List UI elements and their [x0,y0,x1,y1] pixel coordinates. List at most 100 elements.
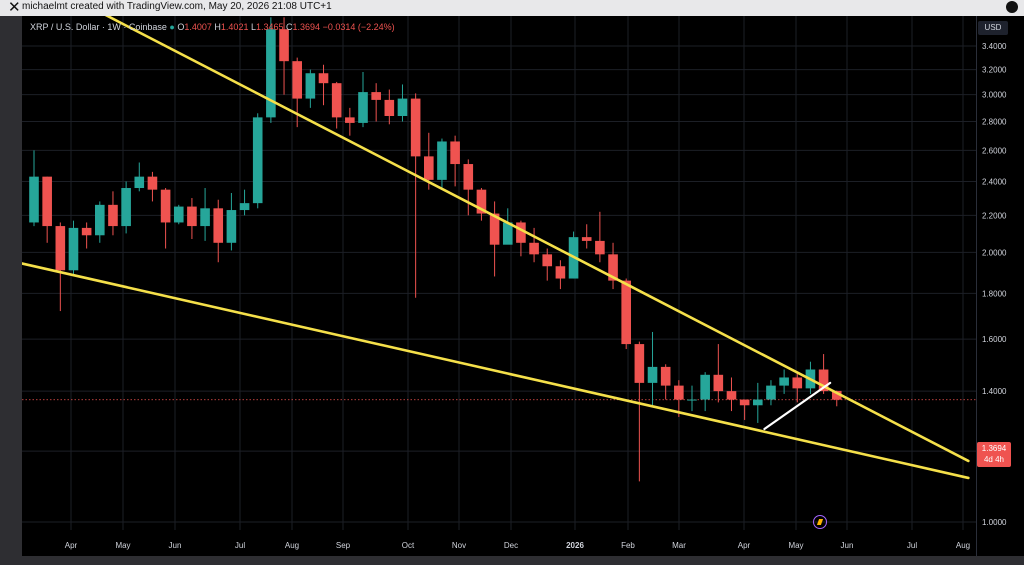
candle-body [121,188,131,227]
x-tick-label: Jun [169,541,182,550]
candle-body [476,189,487,214]
low-value: 1.3465 [255,22,284,32]
candle-body [266,29,276,118]
open-label: O [177,22,185,32]
candle-body [252,117,263,204]
tradingview-credit: michaelmt created with TradingView.com, … [22,1,332,12]
x-tick-label: 2026 [566,541,584,550]
y-tick-label: 2.2000 [982,211,1007,220]
candle-body [437,141,447,180]
candle-body [424,156,434,180]
candle-body [384,99,395,117]
candle-body [134,176,145,189]
candle-body [173,206,184,223]
x-tick-label: May [788,541,803,550]
candle-body [160,189,171,223]
candle-body [292,61,302,99]
chart-pane[interactable] [22,16,976,556]
x-tick-label: May [115,541,130,550]
candle-body [555,266,566,279]
trendline-white [763,381,832,431]
candle-body [410,98,421,157]
y-tick-label: 2.4000 [982,177,1007,186]
y-tick-label: 2.0000 [982,248,1007,257]
trendline-upper [104,16,970,463]
candle-body [502,222,513,245]
candle-body [634,344,645,383]
x-tick-label: Feb [621,541,635,550]
close-value: 1.3694 [292,22,321,32]
open-value: 1.4007 [184,22,212,32]
high-label: H [214,22,221,32]
candle-body [621,280,631,345]
candle-body [542,254,553,267]
x-tick-label: Aug [285,541,299,550]
candle-body [450,141,460,165]
tradingview-logo-icon[interactable] [813,515,827,529]
candle-body [397,98,408,117]
y-tick-label: 2.8000 [982,118,1007,127]
candle-body [279,29,289,62]
y-tick-label: 1.8000 [982,289,1007,298]
candle-body [595,240,605,255]
ohlc-legend: XRP / U.S. Dollar · 1W · Coinbase ● O1.4… [30,22,395,32]
candle-body [529,242,539,255]
x-tick-label: Mar [672,541,686,550]
x-tick-label: Dec [504,541,518,550]
candle-body [581,237,592,241]
x-tick-label: Sep [336,541,351,550]
candle-body [331,83,342,118]
y-tick-label: 1.6000 [982,335,1007,344]
candle-body [647,366,658,383]
candle-body [608,254,618,281]
candle-body [29,176,39,223]
y-tick-label: 3.4000 [982,42,1007,51]
candle-body [463,164,474,190]
candle-body [700,374,710,400]
candle-body [792,377,803,389]
candle-body [318,73,329,84]
candle-body [147,176,158,190]
x-tick-label: Jun [841,541,854,550]
close-label: C [286,22,293,32]
x-tick-label: Nov [452,541,466,550]
candle-body [713,374,724,392]
x-tick-label: Jul [235,541,245,550]
candle-body [818,369,829,392]
y-tick-label: 1.4000 [982,387,1007,396]
candle-body [200,208,210,227]
candle-body [226,210,237,243]
change-value: −0.0314 (−2.24%) [322,22,395,32]
camera-icon [1006,1,1018,13]
candle-body [187,206,197,227]
close-icon[interactable]: ✕ [8,0,21,16]
x-tick-label: Oct [402,541,415,550]
low-label: L [250,22,256,32]
candle-body [358,92,368,123]
candle-body [753,399,763,406]
x-tick-label: Apr [738,541,751,550]
candle-body [766,385,776,400]
candle-body [68,227,79,271]
candle-body [305,73,316,99]
candle-body [660,366,671,386]
screenshot-title-bar: ✕ michaelmt created with TradingView.com… [0,0,1024,16]
last-price-tag: 1.3694 4d 4h [977,442,1011,467]
market-status-dot: ● [169,22,175,32]
candle-body [81,227,92,236]
currency-button[interactable]: USD [978,21,1008,35]
x-tick-label: Apr [65,541,78,550]
candle-body [42,176,52,227]
bar-countdown: 4d 4h [983,455,1005,464]
x-tick-label: Aug [956,541,970,550]
candle-body [516,222,526,243]
high-value: 1.4021 [220,22,249,32]
candle-body [55,226,66,271]
candle-body [489,213,500,245]
y-tick-label: 3.2000 [982,66,1007,75]
candle-body [371,92,381,100]
candle-body [345,117,355,123]
x-tick-label: Jul [907,541,917,550]
symbol-label: XRP / U.S. Dollar · 1W · Coinbase [30,22,167,32]
